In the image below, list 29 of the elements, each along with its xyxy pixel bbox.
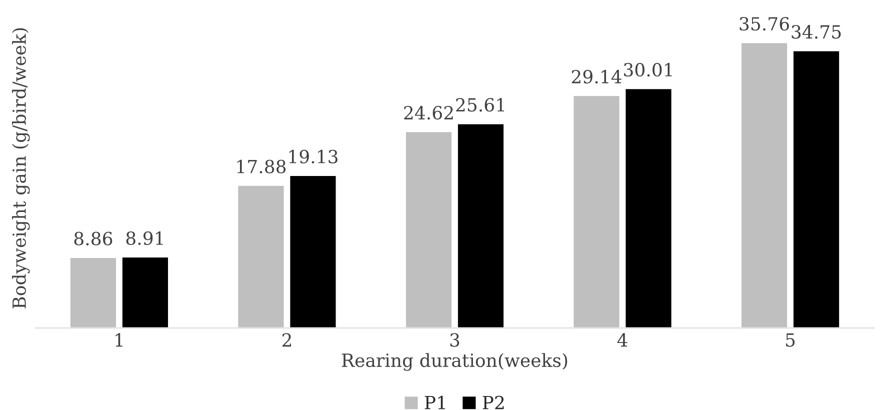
data-label: 30.01: [624, 62, 672, 77]
bar: [404, 130, 453, 328]
data-label: 8.91: [126, 231, 163, 246]
x-tick-label: 3: [450, 333, 460, 347]
legend-label: P2: [482, 396, 504, 410]
bar: [740, 42, 788, 328]
bar: [572, 94, 621, 328]
bar: [456, 122, 505, 328]
data-label: 24.62: [404, 106, 453, 120]
legend-label: P1: [424, 396, 445, 410]
bar: [69, 256, 118, 328]
data-label: 19.13: [289, 150, 338, 164]
x-tick-label: 2: [282, 333, 291, 347]
x-tick-label: 4: [617, 333, 628, 347]
x-tick-label: 1: [116, 333, 122, 347]
data-label: 34.75: [792, 25, 841, 39]
bar: [288, 174, 338, 328]
data-label: 35.76: [740, 16, 789, 31]
y-axis-title: Bodyweight gain (g/bird/week): [12, 28, 30, 308]
bar: [236, 184, 286, 328]
data-label: 17.88: [237, 160, 286, 174]
data-label: 8.86: [74, 232, 112, 246]
data-label: 29.14: [572, 70, 622, 84]
bar: [121, 256, 170, 328]
bar: [792, 50, 840, 328]
data-label: 25.61: [456, 98, 504, 112]
bar: [624, 88, 673, 328]
x-axis-title: Rearing duration(weeks): [342, 353, 568, 371]
x-tick-label: 5: [786, 333, 795, 347]
